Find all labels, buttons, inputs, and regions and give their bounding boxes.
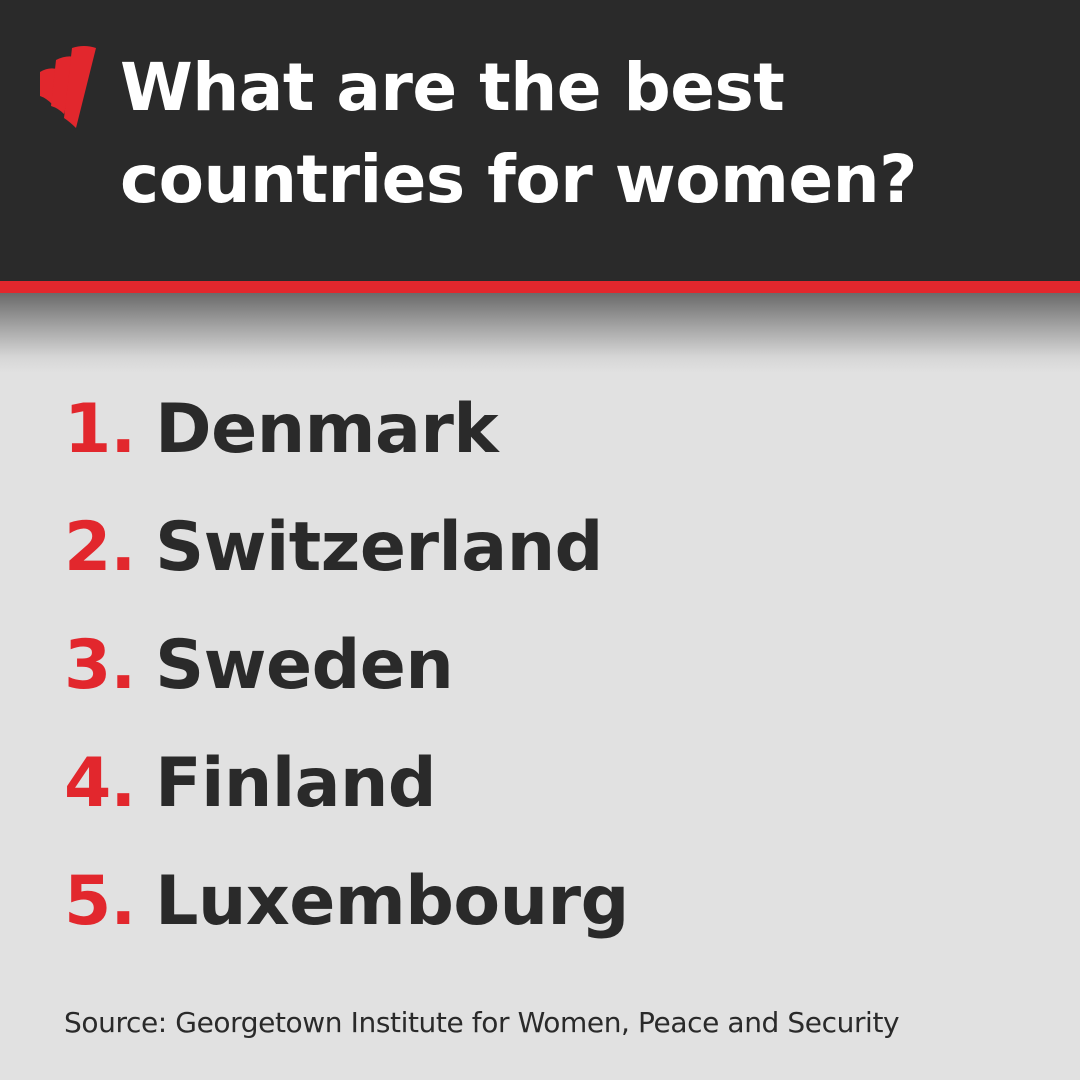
red-divider xyxy=(0,281,1080,293)
rank-number: 3. xyxy=(64,625,136,705)
ranking-list: 1. Denmark 2. Switzerland 3. Sweden 4. F… xyxy=(64,370,629,960)
page-title: What are the best countries for women? xyxy=(120,42,1060,226)
rank-number: 1. xyxy=(64,389,136,469)
ranking-item: 2. Switzerland xyxy=(64,488,629,606)
ranking-item: 3. Sweden xyxy=(64,606,629,724)
country-name: Denmark xyxy=(155,389,499,469)
country-name: Finland xyxy=(155,743,437,823)
rank-number: 5. xyxy=(64,861,136,941)
country-name: Luxembourg xyxy=(155,861,629,941)
sbs-logo-icon xyxy=(40,46,96,128)
title-line-1: What are the best xyxy=(120,49,785,126)
ranking-item: 1. Denmark xyxy=(64,370,629,488)
rank-number: 2. xyxy=(64,507,136,587)
ranking-item: 5. Luxembourg xyxy=(64,842,629,960)
ranking-item: 4. Finland xyxy=(64,724,629,842)
title-line-2: countries for women? xyxy=(120,141,917,218)
shadow-gradient xyxy=(0,293,1080,373)
rank-number: 4. xyxy=(64,743,136,823)
country-name: Switzerland xyxy=(155,507,603,587)
source-note: Source: Georgetown Institute for Women, … xyxy=(64,1006,900,1039)
header-banner: What are the best countries for women? xyxy=(0,0,1080,281)
country-name: Sweden xyxy=(155,625,454,705)
